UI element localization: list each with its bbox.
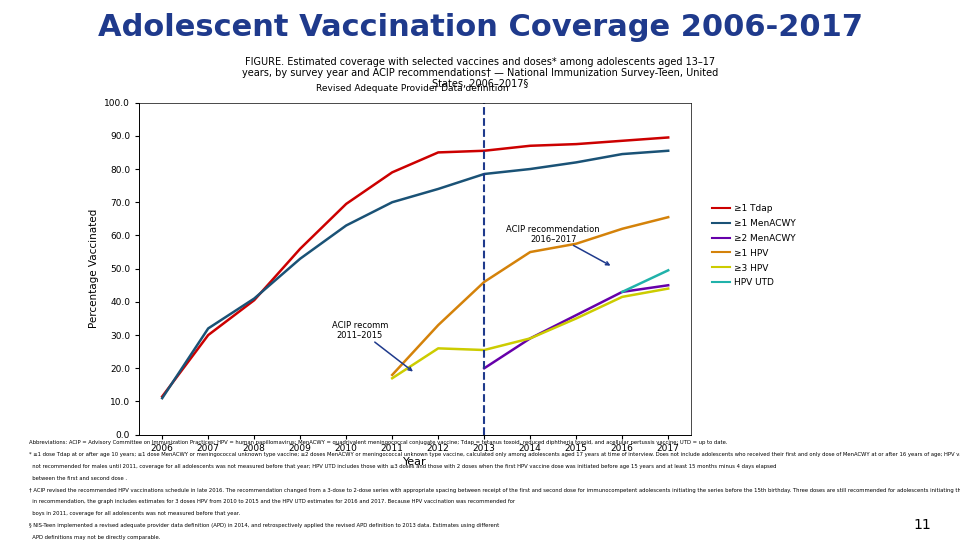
Text: not recommended for males until 2011, coverage for all adolescents was not measu: not recommended for males until 2011, co… <box>29 464 777 469</box>
Y-axis label: Percentage Vaccinated: Percentage Vaccinated <box>88 209 99 328</box>
Text: Abbreviations: ACIP = Advisory Committee on Immunization Practices; HPV = human : Abbreviations: ACIP = Advisory Committee… <box>29 440 728 445</box>
Text: States, 2006–2017§: States, 2006–2017§ <box>432 79 528 90</box>
Text: in recommendation, the graph includes estimates for 3 doses HPV from 2010 to 201: in recommendation, the graph includes es… <box>29 500 515 504</box>
Text: Adolescent Vaccination Coverage 2006-2017: Adolescent Vaccination Coverage 2006-201… <box>98 14 862 43</box>
X-axis label: Year: Year <box>403 457 427 467</box>
Text: * ≥1 dose Tdap at or after age 10 years; ≥1 dose MenACWY or meningococcal unknow: * ≥1 dose Tdap at or after age 10 years;… <box>29 452 960 457</box>
Text: 11: 11 <box>914 518 931 532</box>
Legend: ≥1 Tdap, ≥1 MenACWY, ≥2 MenACWY, ≥1 HPV, ≥3 HPV, HPV UTD: ≥1 Tdap, ≥1 MenACWY, ≥2 MenACWY, ≥1 HPV,… <box>708 200 800 291</box>
Text: boys in 2011, coverage for all adolescents was not measured before that year.: boys in 2011, coverage for all adolescen… <box>29 511 240 516</box>
Text: between the first and second dose .: between the first and second dose . <box>29 476 127 481</box>
Text: Revised Adequate Provider Data definition: Revised Adequate Provider Data definitio… <box>316 84 509 93</box>
Text: years, by survey year and ACIP recommendations† — National Immunization Survey-T: years, by survey year and ACIP recommend… <box>242 68 718 78</box>
Text: APD definitions may not be directly comparable.: APD definitions may not be directly comp… <box>29 535 160 540</box>
Text: § NIS-Teen implemented a revised adequate provider data definition (APD) in 2014: § NIS-Teen implemented a revised adequat… <box>29 523 499 528</box>
Text: FIGURE. Estimated coverage with selected vaccines and doses* among adolescents a: FIGURE. Estimated coverage with selected… <box>245 57 715 67</box>
Text: ACIP recomm
2011–2015: ACIP recomm 2011–2015 <box>332 321 412 370</box>
Text: † ACIP revised the recommended HPV vaccinations schedule in late 2016. The recom: † ACIP revised the recommended HPV vacci… <box>29 488 960 492</box>
Text: ACIP recommendation
2016–2017: ACIP recommendation 2016–2017 <box>506 225 609 265</box>
